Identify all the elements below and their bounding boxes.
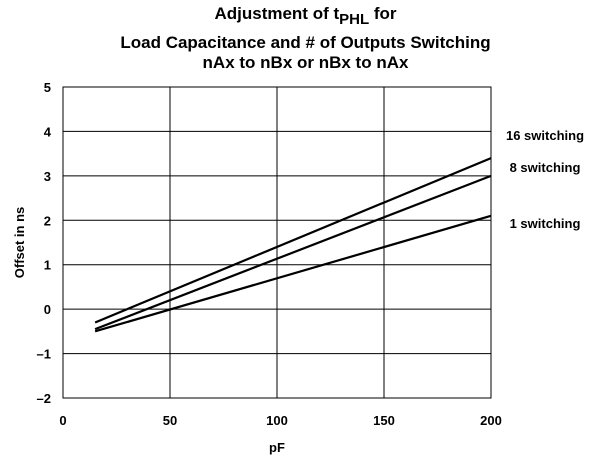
line-labels: 16 switching 8 switching 1 switching [506,128,584,231]
chart-title-subscript: PHL [339,11,370,28]
series-lines [94,157,492,333]
chart-subtitle-2: nAx to nBx or nBx to nAx [202,53,409,72]
y-tick-label: 2 [44,213,51,228]
series-label: 8 switching [510,160,581,175]
tick-labels: 0 50 100 150 200 –2 –1 0 1 2 3 4 5 [37,80,502,428]
y-axis-label: Offset in ns [12,207,27,279]
series-line [94,157,492,324]
chart-subtitle-1: Load Capacitance and # of Outputs Switch… [120,33,491,52]
y-tick-label: 1 [44,258,51,273]
y-tick-label: –2 [37,391,51,406]
x-tick-label: 150 [373,413,395,428]
y-tick-label: 0 [44,302,51,317]
series-label: 16 switching [506,128,584,143]
chart-title: Adjustment of tPHL for [0,4,611,28]
y-tick-label: 3 [44,169,51,184]
x-tick-label: 50 [163,413,177,428]
chart-title-main: Adjustment of t [214,4,340,23]
y-tick-label: 5 [44,80,51,95]
plot-frame [62,86,492,399]
y-tick-label: 4 [44,124,52,139]
grid [63,87,491,398]
x-tick-label: 100 [266,413,288,428]
chart-title-suffix: for [369,4,397,23]
y-tick-label: –1 [37,347,51,362]
series-label: 1 switching [510,216,581,231]
x-axis-label: pF [269,440,285,455]
x-tick-label: 0 [59,413,66,428]
series-line [94,174,492,331]
x-tick-label: 200 [480,413,502,428]
series-line [94,214,492,333]
